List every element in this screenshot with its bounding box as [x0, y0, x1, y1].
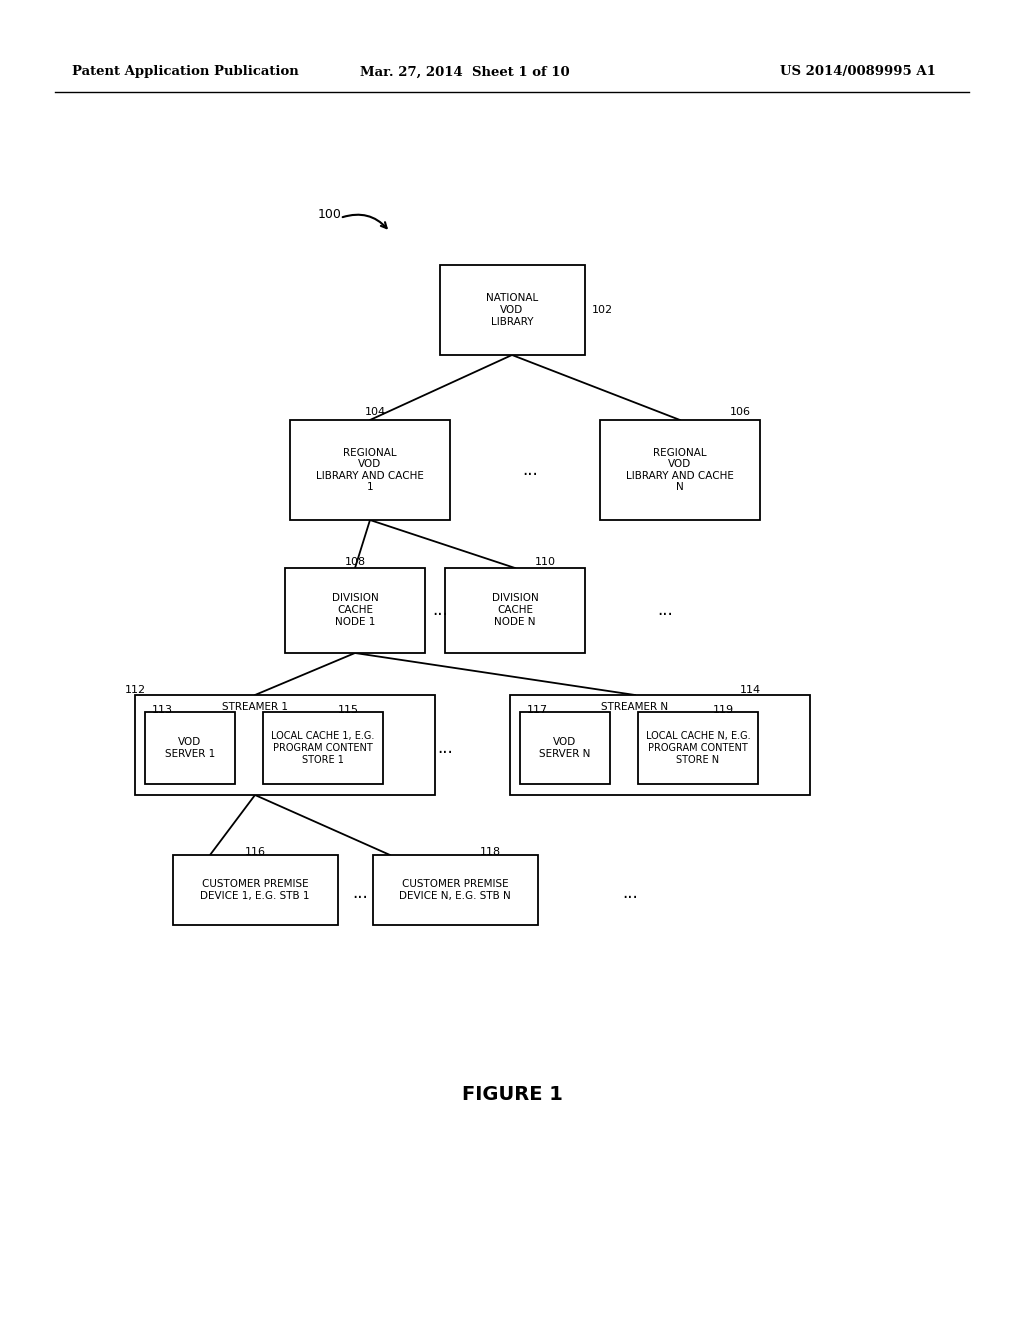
Text: DIVISION
CACHE
NODE 1: DIVISION CACHE NODE 1: [332, 594, 379, 627]
Text: VOD
SERVER N: VOD SERVER N: [540, 737, 591, 759]
Text: 102: 102: [592, 305, 613, 315]
Text: CUSTOMER PREMISE
DEVICE N, E.G. STB N: CUSTOMER PREMISE DEVICE N, E.G. STB N: [399, 879, 511, 900]
Text: 115: 115: [338, 705, 359, 715]
Text: 117: 117: [527, 705, 548, 715]
Text: 110: 110: [535, 557, 556, 568]
Text: 112: 112: [125, 685, 146, 696]
Text: Mar. 27, 2014  Sheet 1 of 10: Mar. 27, 2014 Sheet 1 of 10: [360, 66, 569, 78]
Text: REGIONAL
VOD
LIBRARY AND CACHE
N: REGIONAL VOD LIBRARY AND CACHE N: [626, 447, 734, 492]
Bar: [285, 568, 425, 652]
Text: US 2014/0089995 A1: US 2014/0089995 A1: [780, 66, 936, 78]
Bar: [145, 711, 234, 784]
Text: DIVISION
CACHE
NODE N: DIVISION CACHE NODE N: [492, 594, 539, 627]
Text: STREAMER N: STREAMER N: [601, 702, 669, 711]
Text: LOCAL CACHE N, E.G.
PROGRAM CONTENT
STORE N: LOCAL CACHE N, E.G. PROGRAM CONTENT STOR…: [646, 731, 751, 764]
Bar: [172, 855, 338, 925]
Text: 118: 118: [480, 847, 501, 857]
Text: ...: ...: [352, 884, 368, 902]
Text: ...: ...: [657, 601, 673, 619]
Bar: [600, 420, 760, 520]
Bar: [373, 855, 538, 925]
Text: NATIONAL
VOD
LIBRARY: NATIONAL VOD LIBRARY: [485, 293, 539, 326]
Text: ...: ...: [432, 601, 447, 619]
Text: STREAMER 1: STREAMER 1: [222, 702, 288, 711]
Text: Patent Application Publication: Patent Application Publication: [72, 66, 299, 78]
Text: FIGURE 1: FIGURE 1: [462, 1085, 562, 1105]
Text: 114: 114: [740, 685, 761, 696]
Bar: [638, 711, 758, 784]
Text: ...: ...: [522, 461, 538, 479]
Bar: [135, 696, 435, 795]
Bar: [290, 420, 450, 520]
Text: REGIONAL
VOD
LIBRARY AND CACHE
1: REGIONAL VOD LIBRARY AND CACHE 1: [316, 447, 424, 492]
Text: ...: ...: [437, 739, 453, 756]
Text: 100: 100: [318, 209, 342, 222]
Text: 116: 116: [245, 847, 266, 857]
Text: LOCAL CACHE 1, E.G.
PROGRAM CONTENT
STORE 1: LOCAL CACHE 1, E.G. PROGRAM CONTENT STOR…: [271, 731, 375, 764]
Bar: [439, 265, 585, 355]
Text: VOD
SERVER 1: VOD SERVER 1: [165, 737, 215, 759]
Text: 106: 106: [730, 407, 751, 417]
Bar: [445, 568, 585, 652]
Text: 108: 108: [345, 557, 367, 568]
Text: ...: ...: [623, 884, 638, 902]
Bar: [510, 696, 810, 795]
Text: 113: 113: [152, 705, 173, 715]
Text: 104: 104: [365, 407, 386, 417]
Text: 119: 119: [713, 705, 734, 715]
Text: CUSTOMER PREMISE
DEVICE 1, E.G. STB 1: CUSTOMER PREMISE DEVICE 1, E.G. STB 1: [201, 879, 309, 900]
Bar: [520, 711, 610, 784]
Bar: [263, 711, 383, 784]
